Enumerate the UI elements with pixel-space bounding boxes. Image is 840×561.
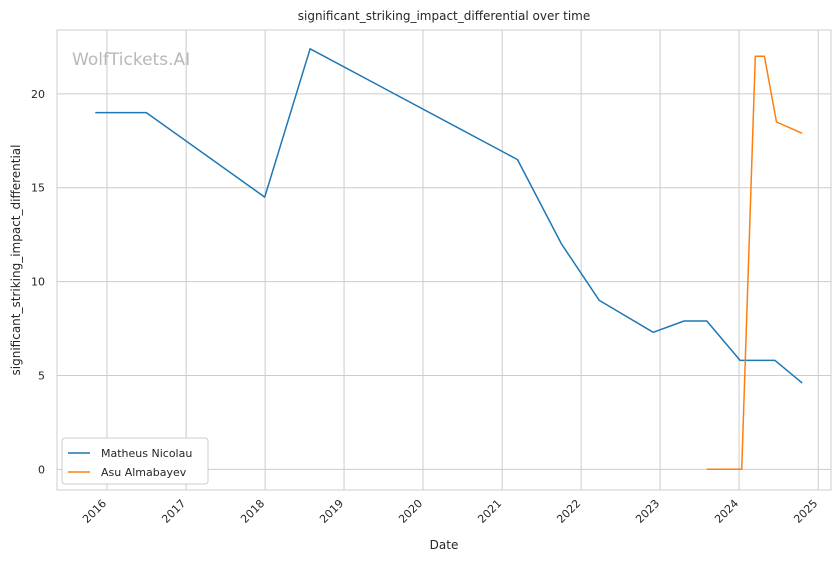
- chart-title: significant_striking_impact_differential…: [298, 9, 590, 23]
- x-tick-label-2025: 2025: [791, 497, 820, 526]
- legend-box: [61, 437, 209, 485]
- x-tick-label-2016: 2016: [80, 497, 109, 526]
- y-tick-label-5: 5: [38, 369, 45, 382]
- x-tick-label-2024: 2024: [712, 497, 741, 526]
- legend: Matheus Nicolau Asu Almabayev: [61, 437, 209, 485]
- x-axis-label: Date: [430, 538, 459, 552]
- x-tick-label-2018: 2018: [238, 497, 267, 526]
- x-tick-label-2017: 2017: [159, 497, 188, 526]
- x-tick-label-2020: 2020: [396, 497, 425, 526]
- x-tick-label-2023: 2023: [633, 497, 662, 526]
- plot-frame: [56, 29, 832, 491]
- series-lines: [95, 48, 803, 471]
- x-tick-label-2019: 2019: [317, 497, 346, 526]
- y-tick-label-20: 20: [31, 88, 45, 101]
- y-tick-label-15: 15: [31, 182, 45, 195]
- legend-label-asu-almabayev: Asu Almabayev: [101, 466, 187, 479]
- watermark: WolfTickets.AI: [72, 50, 190, 70]
- y-tick-label-10: 10: [31, 276, 45, 289]
- legend-label-matheus-nicolau: Matheus Nicolau: [101, 447, 192, 460]
- x-tick-label-2022: 2022: [554, 497, 583, 526]
- series-line-matheus-nicolau: [95, 48, 803, 384]
- y-tick-label-0: 0: [38, 463, 45, 476]
- grid: [57, 30, 831, 490]
- y-axis-label: significant_striking_impact_differential: [9, 145, 23, 376]
- series-line-asu-almabayev: [706, 55, 803, 471]
- x-tick-label-2021: 2021: [475, 497, 504, 526]
